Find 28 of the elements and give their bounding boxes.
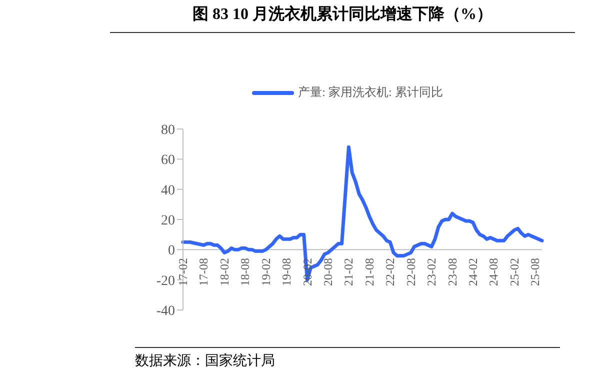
x-tick-label: 24-02 <box>466 258 480 286</box>
x-tick-label: 20-02 <box>300 258 314 286</box>
x-tick-label: 23-08 <box>445 258 460 286</box>
y-tick-label: -40 <box>156 304 175 319</box>
x-tick-label: 20-08 <box>320 258 335 286</box>
y-tick-label: 20 <box>161 213 175 228</box>
chart-title: 图 83 10 月洗衣机累计同比增速下降（%） <box>110 4 575 33</box>
x-tick-label: 22-08 <box>404 258 418 286</box>
x-tick-label: 21-02 <box>342 258 356 286</box>
y-tick-label: 60 <box>161 153 175 168</box>
x-tick-label: 19-02 <box>258 258 273 286</box>
x-tick-label: 17-02 <box>176 258 190 286</box>
x-tick-label: 18-08 <box>238 258 252 286</box>
x-tick-label: 19-08 <box>280 258 294 286</box>
legend-label: 产量: 家用洗衣机: 累计同比 <box>298 84 443 101</box>
x-tick-label: 24-08 <box>486 258 501 286</box>
x-tick-label: 25-02 <box>507 258 522 286</box>
y-tick-label: 40 <box>161 183 175 198</box>
x-tick-label: 21-08 <box>362 258 376 286</box>
x-tick-label: 23-02 <box>424 258 439 286</box>
x-tick-label: 22-02 <box>383 258 398 286</box>
y-tick-label: -20 <box>156 274 175 289</box>
x-tick-label: 25-08 <box>528 258 542 286</box>
x-tick-label: 17-08 <box>196 258 211 286</box>
source-note: 数据来源：国家统计局 <box>135 352 276 370</box>
x-tick-label: 18-02 <box>217 258 232 286</box>
y-tick-label: 80 <box>161 122 175 138</box>
y-tick-label: 0 <box>168 244 175 259</box>
